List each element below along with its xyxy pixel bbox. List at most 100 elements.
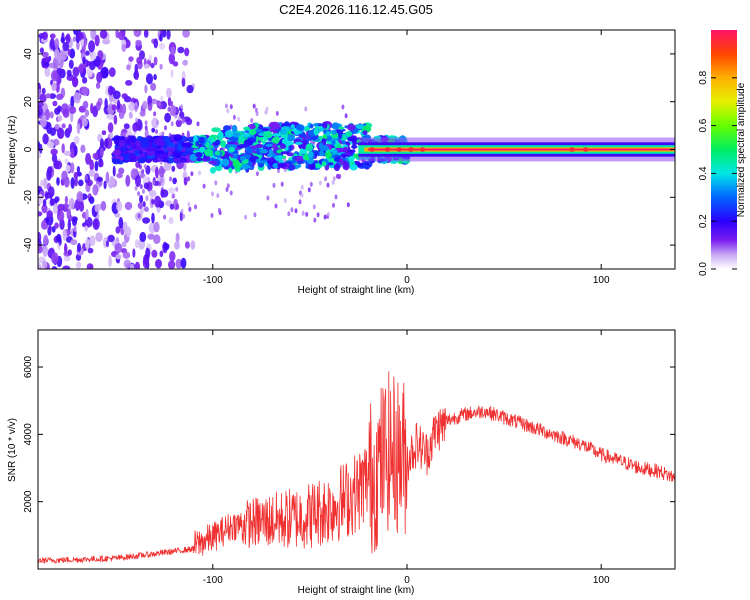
snr-panel: -100 0 100 2000 4000 6000 Height of straight…: [7, 329, 676, 596]
spectral-ridge-cell: [181, 135, 187, 141]
spectral-ridge-cell: [199, 146, 206, 153]
spectral-ridge-cell: [310, 163, 316, 170]
spectral-speckle: [158, 43, 166, 50]
spectral-speckle: [62, 265, 71, 269]
spectral-ridge-cell: [296, 160, 304, 165]
spectral-speckle: [290, 207, 294, 213]
spectral-speckle: [41, 204, 48, 214]
spectrogram-marks: [38, 30, 675, 269]
spectral-speckle: [166, 87, 172, 98]
spectral-speckle: [134, 104, 138, 110]
spectral-speckle: [283, 198, 287, 203]
spectral-speckle: [67, 219, 72, 232]
spectral-speckle: [182, 59, 188, 66]
spectral-ridge-cell: [168, 158, 174, 164]
spectral-ridge-cell: [331, 139, 336, 146]
spectral-speckle: [160, 189, 169, 198]
spectral-speckle: [332, 176, 336, 181]
snr-x-label: Height of straight line (km): [298, 585, 415, 596]
spectral-ridge-cell: [288, 145, 293, 150]
spectral-speckle: [160, 95, 164, 102]
spectral-speckle: [93, 219, 99, 228]
spectral-speckle: [92, 184, 99, 196]
spectral-ridge-cell: [345, 131, 353, 137]
spectral-ridge-cell: [204, 148, 214, 157]
spectral-speckle: [172, 61, 179, 67]
spectral-speckle: [323, 214, 327, 220]
spectral-speckle: [116, 201, 123, 212]
spectral-ridge-cell: [214, 151, 221, 156]
spectral-speckle: [86, 263, 94, 269]
spectral-speckle: [41, 31, 49, 40]
spectral-ridge-cell: [239, 143, 248, 147]
spectral-speckle: [344, 113, 348, 119]
spectral-ridge-cell: [181, 152, 188, 157]
spectral-speckle: [142, 256, 149, 269]
spectral-speckle: [85, 208, 89, 220]
spectral-speckle: [50, 70, 59, 82]
spectral-speckle: [99, 30, 108, 39]
spectral-ridge-cell: [261, 140, 266, 144]
spectral-ridge-cell: [144, 138, 149, 144]
spectral-speckle: [52, 203, 59, 215]
spectral-speckle: [42, 133, 49, 145]
spectral-ridge-cell: [280, 143, 286, 149]
spectral-speckle: [95, 101, 101, 111]
spectral-speckle: [85, 50, 90, 56]
spectral-speckle: [109, 93, 114, 103]
spectral-speckle: [100, 138, 104, 150]
spectral-speckle: [65, 33, 71, 44]
spectral-speckle: [180, 208, 184, 214]
y-tick-label: 2000: [23, 490, 34, 513]
spectral-speckle: [139, 184, 143, 190]
spectral-speckle: [108, 255, 112, 268]
spectral-speckle: [85, 153, 92, 165]
spectral-speckle: [45, 108, 50, 121]
spectral-speckle: [159, 250, 164, 258]
spectral-speckle: [143, 182, 150, 190]
spectral-speckle: [175, 203, 180, 210]
spectral-ridge-cell: [272, 133, 281, 137]
spectral-speckle: [305, 211, 309, 217]
spectral-speckle: [160, 178, 164, 183]
spectral-speckle: [327, 211, 330, 217]
spectral-speckle: [125, 80, 133, 86]
spectral-speckle: [253, 212, 257, 218]
spectral-speckle: [39, 47, 45, 54]
spectral-ridge-cell: [295, 156, 305, 163]
spectral-ridge-cell: [211, 127, 221, 133]
spectral-speckle: [255, 171, 259, 177]
spectral-ridge-cell: [320, 145, 330, 151]
spectral-ridge-cell: [265, 143, 274, 147]
spectral-speckle: [54, 38, 60, 49]
spectral-speckle: [301, 210, 305, 216]
spectral-speckle: [318, 180, 322, 186]
spectral-speckle: [135, 175, 141, 188]
spectral-speckle: [156, 120, 159, 125]
spectral-speckle: [49, 37, 55, 50]
spectral-speckle: [275, 111, 279, 116]
spectral-speckle: [181, 77, 186, 87]
spectral-ridge-cell: [173, 158, 183, 163]
spectral-speckle: [106, 240, 109, 248]
spectral-ridge-cell: [351, 145, 358, 149]
spectral-ridge-cell: [209, 134, 220, 139]
spectral-speckle: [226, 183, 230, 189]
spectral-speckle: [70, 239, 78, 246]
spectral-speckle: [123, 259, 131, 269]
spectral-speckle: [43, 234, 49, 246]
spectral-speckle: [142, 100, 148, 110]
spectral-speckle: [174, 240, 180, 250]
spectral-speckle: [38, 193, 43, 205]
spectral-speckle: [72, 36, 77, 42]
spectral-speckle: [65, 164, 71, 173]
spectral-speckle: [144, 125, 148, 131]
spectral-speckle: [56, 93, 64, 101]
spectral-speckle: [56, 210, 65, 222]
spectral-speckle: [80, 37, 85, 47]
spectral-ridge-cell: [113, 135, 121, 141]
spectral-speckle: [149, 102, 153, 108]
spectral-ridge-cell: [272, 162, 280, 169]
spectral-speckle: [194, 204, 197, 210]
spectral-speckle: [63, 255, 71, 262]
